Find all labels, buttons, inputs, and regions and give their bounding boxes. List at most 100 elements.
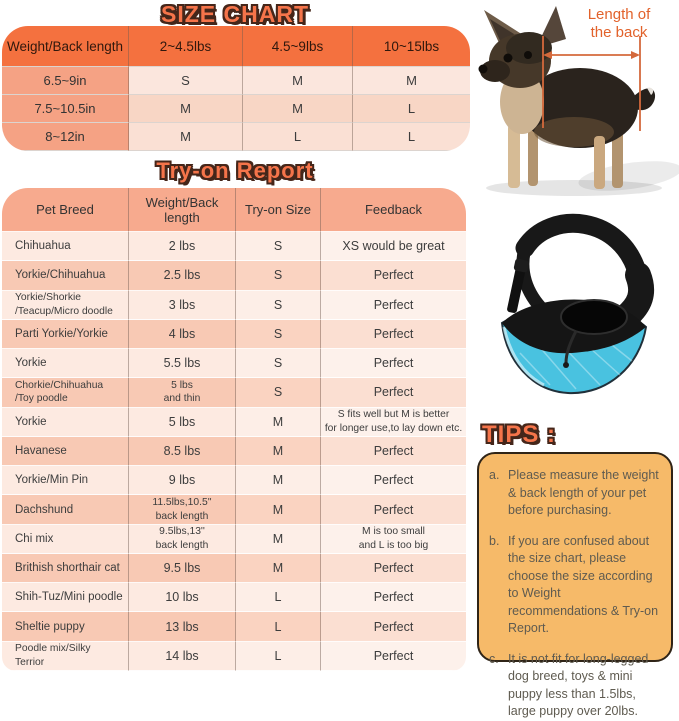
size-chart-cell: M bbox=[243, 67, 353, 95]
size-chart-row-label: 8~12in bbox=[2, 123, 129, 151]
tryon-cell-feedback: Perfect bbox=[321, 436, 466, 467]
tryon-cell-feedback: S fits well but M is better for longer u… bbox=[321, 407, 466, 437]
chihuahua-illustration bbox=[478, 6, 679, 196]
tryon-cell-size: S bbox=[236, 319, 321, 350]
tryon-cell-size: L bbox=[236, 641, 321, 671]
tryon-cell-breed: Yorkie bbox=[2, 349, 129, 379]
size-chart-header-cell: Weight/Back length bbox=[2, 26, 129, 67]
tryon-cell-weight: 11.5lbs,10.5'' back length bbox=[129, 495, 236, 525]
tips-box: a. Please measure the weight & back leng… bbox=[477, 452, 673, 718]
tryon-cell-weight: 3 lbs bbox=[129, 290, 236, 320]
tryon-cell-size: M bbox=[236, 407, 321, 437]
size-chart-cell: M bbox=[243, 95, 353, 123]
tryon-cell-feedback: Perfect bbox=[321, 583, 466, 613]
tryon-cell-weight: 5 lbs and thin bbox=[129, 378, 236, 408]
tryon-cell-feedback: Perfect bbox=[321, 466, 466, 496]
tryon-cell-size: S bbox=[236, 349, 321, 379]
tryon-cell-size: S bbox=[236, 261, 321, 291]
tryon-cell-weight: 8.5 lbs bbox=[129, 436, 236, 467]
tryon-cell-breed: Yorkie/Shorkie /Teacup/Micro doodle bbox=[2, 290, 129, 320]
tryon-cell-size: S bbox=[236, 232, 321, 262]
pet-sling-bag-photo bbox=[480, 203, 665, 403]
tryon-cell-breed: Sheltie puppy bbox=[2, 612, 129, 642]
tryon-cell-weight: 9 lbs bbox=[129, 466, 236, 496]
tryon-cell-breed: Shih-Tuz/Mini poodle bbox=[2, 583, 129, 613]
tryon-cell-feedback: M is too small and L is too big bbox=[321, 524, 466, 554]
tryon-cell-weight: 5 lbs bbox=[129, 407, 236, 437]
measurement-lines bbox=[542, 36, 641, 131]
tips-item-label: a. bbox=[489, 468, 500, 482]
tryon-cell-size: M bbox=[236, 524, 321, 554]
tryon-cell-size: M bbox=[236, 495, 321, 525]
tryon-header-cell: Weight/Back length bbox=[129, 188, 236, 232]
tryon-cell-breed: Dachshund bbox=[2, 495, 129, 525]
tryon-cell-feedback: XS would be great bbox=[321, 232, 466, 262]
tips-item-text: If you are confused about the size chart… bbox=[508, 533, 659, 636]
tips-item-label: c. bbox=[489, 651, 499, 666]
tryon-cell-feedback: Perfect bbox=[321, 641, 466, 671]
size-chart-table: Weight/Back length 2~4.5lbs 4.5~9lbs 10~… bbox=[2, 26, 470, 151]
tryon-cell-breed: Yorkie/Min Pin bbox=[2, 466, 129, 496]
tryon-cell-weight: 4 lbs bbox=[129, 319, 236, 350]
tryon-cell-feedback: Perfect bbox=[321, 290, 466, 320]
tryon-cell-weight: 2 lbs bbox=[129, 232, 236, 262]
tryon-report-title: Try-on Report bbox=[156, 158, 314, 183]
tryon-cell-weight: 10 lbs bbox=[129, 583, 236, 613]
tryon-cell-breed: Poodle mix/Silky Terrior bbox=[2, 641, 129, 671]
size-chart-title: SIZE CHART bbox=[161, 1, 309, 27]
tips-item-text: Please measure the weight & back length … bbox=[508, 468, 659, 517]
size-chart-row-label: 6.5~9in bbox=[2, 67, 129, 95]
tryon-cell-size: S bbox=[236, 378, 321, 408]
tryon-cell-weight: 5.5 lbs bbox=[129, 349, 236, 379]
tryon-cell-feedback: Perfect bbox=[321, 612, 466, 642]
tryon-cell-breed: Yorkie/Chihuahua bbox=[2, 261, 129, 291]
tryon-cell-feedback: Perfect bbox=[321, 319, 466, 350]
tryon-cell-breed: Havanese bbox=[2, 436, 129, 467]
tryon-cell-weight: 9.5 lbs bbox=[129, 553, 236, 584]
size-chart-cell: L bbox=[353, 123, 470, 151]
tryon-cell-weight: 2.5 lbs bbox=[129, 261, 236, 291]
tryon-cell-breed: Chorkie/Chihuahua /Toy poodle bbox=[2, 378, 129, 408]
tryon-report-table: Pet Breed Weight/Back length Try-on Size… bbox=[2, 188, 466, 671]
tryon-header-cell: Try-on Size bbox=[236, 188, 321, 232]
tryon-cell-feedback: Perfect bbox=[321, 553, 466, 584]
back-length-annotation: Length of the back bbox=[587, 6, 651, 41]
tryon-cell-size: M bbox=[236, 466, 321, 496]
tryon-cell-size: L bbox=[236, 583, 321, 613]
tryon-cell-breed: Parti Yorkie/Yorkie bbox=[2, 319, 129, 350]
tryon-cell-feedback: Perfect bbox=[321, 349, 466, 379]
tryon-cell-breed: Brithish shorthair cat bbox=[2, 553, 129, 584]
tips-item: b. If you are confused about the size ch… bbox=[489, 533, 663, 638]
tryon-cell-feedback: Perfect bbox=[321, 261, 466, 291]
arrow-right-head bbox=[631, 51, 640, 59]
tryon-cell-weight: 14 lbs bbox=[129, 641, 236, 671]
size-chart-cell: L bbox=[353, 95, 470, 123]
tips-item-label: b. bbox=[489, 533, 500, 548]
tryon-header-cell: Pet Breed bbox=[2, 188, 129, 232]
tryon-cell-feedback: Perfect bbox=[321, 378, 466, 408]
tryon-cell-breed: Yorkie bbox=[2, 407, 129, 437]
size-chart-header-cell: 10~15lbs bbox=[353, 26, 470, 67]
size-chart-row-label: 7.5~10.5in bbox=[2, 95, 129, 123]
size-chart-header-cell: 4.5~9lbs bbox=[243, 26, 353, 67]
tips-item: a. Please measure the weight & back leng… bbox=[489, 467, 663, 520]
tryon-cell-size: M bbox=[236, 436, 321, 467]
tryon-cell-feedback: Perfect bbox=[321, 495, 466, 525]
size-chart-cell: M bbox=[129, 123, 243, 151]
size-chart-cell: M bbox=[353, 67, 470, 95]
tryon-cell-size: L bbox=[236, 612, 321, 642]
dog-photo bbox=[462, 0, 679, 200]
zipper-pull bbox=[507, 258, 529, 314]
tips-item: c. It is not fit for long-legged dog bre… bbox=[489, 651, 663, 721]
tryon-cell-breed: Chihuahua bbox=[2, 232, 129, 262]
tryon-cell-weight: 9.5lbs,13'' back length bbox=[129, 524, 236, 554]
tryon-cell-size: M bbox=[236, 553, 321, 584]
tryon-cell-breed: Chi mix bbox=[2, 524, 129, 554]
size-chart-cell: S bbox=[129, 67, 243, 95]
size-chart-header-cell: 2~4.5lbs bbox=[129, 26, 243, 67]
size-chart-cell: L bbox=[243, 123, 353, 151]
tryon-cell-size: S bbox=[236, 290, 321, 320]
tryon-cell-weight: 13 lbs bbox=[129, 612, 236, 642]
size-chart-cell: M bbox=[129, 95, 243, 123]
